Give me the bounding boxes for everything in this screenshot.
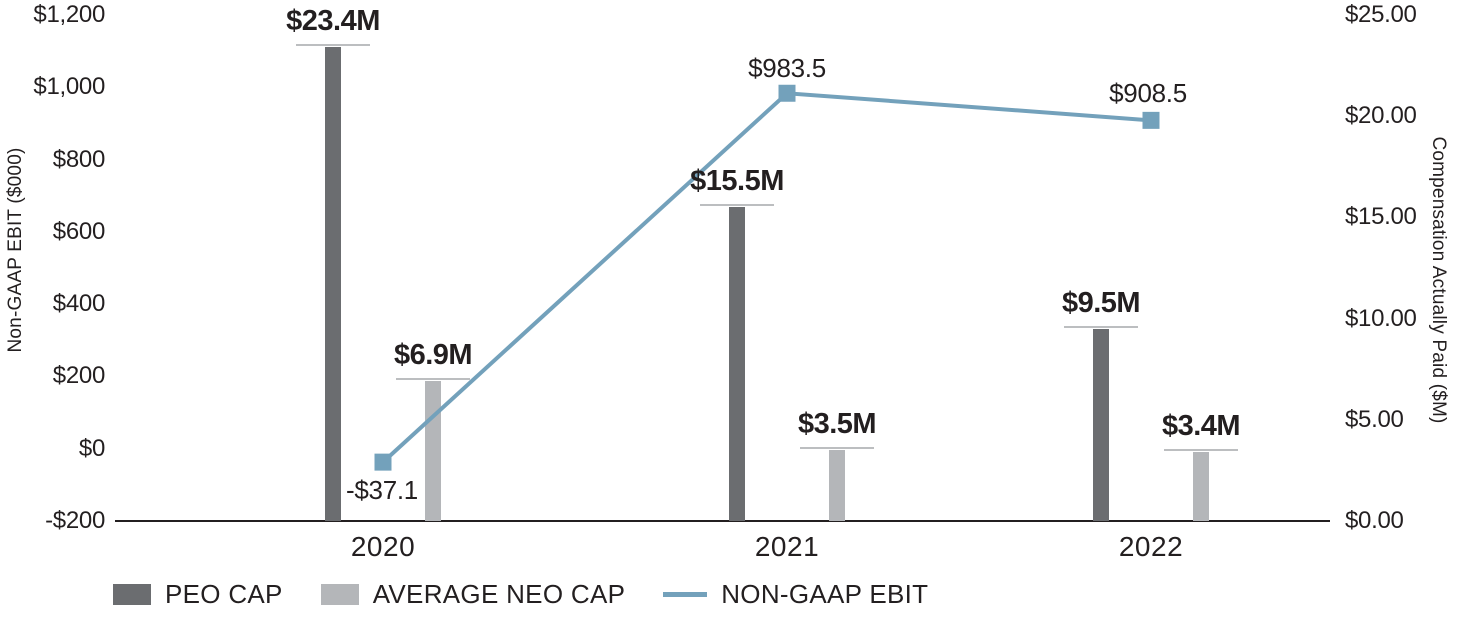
legend-label-average-neo-cap: AVERAGE NEO CAP <box>372 579 626 609</box>
legend-swatch-average-neo-cap <box>320 583 359 605</box>
left-axis-tick: $600 <box>52 217 106 245</box>
right-axis-tick: $25.00 <box>1345 1 1417 28</box>
legend-swatch-peo-cap <box>113 583 151 605</box>
bar-value-label-peo-cap-2020: $23.4M <box>286 5 380 38</box>
bar-average-neo-cap-2021 <box>829 450 845 521</box>
bar-peo-cap-2021 <box>729 207 745 521</box>
line-point-label-2021: $983.5 <box>748 53 826 83</box>
bar-value-label-average-neo-cap-2020: $6.9M <box>393 339 473 372</box>
x-axis-line <box>115 520 1330 522</box>
bar-value-label-average-neo-cap-2021: $3.5M <box>797 408 877 441</box>
left-axis-tick: $800 <box>52 145 106 173</box>
left-axis-tick: $400 <box>52 290 106 318</box>
line-point-label-2020: -$37.1 <box>346 475 418 505</box>
left-axis-tick: $200 <box>52 362 106 390</box>
right-axis-tick: $10.00 <box>1345 304 1417 332</box>
bar-peo-cap-2020 <box>325 47 341 521</box>
left-axis-tick: -$200 <box>45 507 105 534</box>
line-path <box>381 91 1152 464</box>
bar-average-neo-cap-2022 <box>1193 452 1209 521</box>
legend: PEO CAP AVERAGE NEO CAP NON-GAAP EBIT <box>113 581 928 607</box>
legend-item-peo-cap: PEO CAP <box>113 581 283 607</box>
left-axis-tick: $1,200 <box>33 1 105 28</box>
bar-cap-line <box>1064 325 1138 328</box>
left-axis-tick: $0 <box>78 434 105 462</box>
bar-cap-line <box>396 378 470 381</box>
right-axis-tick: $0.00 <box>1345 507 1404 534</box>
right-axis-tick: $15.00 <box>1345 203 1417 231</box>
bar-value-label-peo-cap-2021: $15.5M <box>690 165 784 198</box>
bar-peo-cap-2022 <box>1093 328 1109 521</box>
right-axis-tick: $5.00 <box>1345 405 1404 433</box>
bar-cap-line <box>700 204 774 207</box>
line-marker-2020 <box>374 453 392 471</box>
line-marker-2021 <box>778 84 796 102</box>
legend-label-peo-cap: PEO CAP <box>165 579 283 609</box>
bar-cap-line <box>1164 449 1238 452</box>
line-marker-2022 <box>1142 111 1160 129</box>
bar-average-neo-cap-2020 <box>425 381 441 521</box>
x-axis-label-2020: 2020 <box>350 531 416 562</box>
x-axis-label-2022: 2022 <box>1118 531 1184 562</box>
legend-item-non-gaap-ebit: NON-GAAP EBIT <box>663 581 928 607</box>
bar-value-label-average-neo-cap-2022: $3.4M <box>1161 410 1241 443</box>
bar-cap-line <box>800 447 874 450</box>
line-point-label-2022: $908.5 <box>1109 78 1187 108</box>
legend-label-non-gaap-ebit: NON-GAAP EBIT <box>721 579 929 609</box>
legend-item-average-neo-cap: AVERAGE NEO CAP <box>320 579 626 609</box>
bar-cap-line <box>296 44 370 47</box>
right-axis-tick: $20.00 <box>1345 102 1417 130</box>
x-axis-label-2021: 2021 <box>754 531 820 562</box>
left-axis-tick: $1,000 <box>33 73 105 101</box>
legend-line-swatch-non-gaap-ebit <box>663 591 708 597</box>
bar-value-label-peo-cap-2022: $9.5M <box>1061 286 1141 319</box>
